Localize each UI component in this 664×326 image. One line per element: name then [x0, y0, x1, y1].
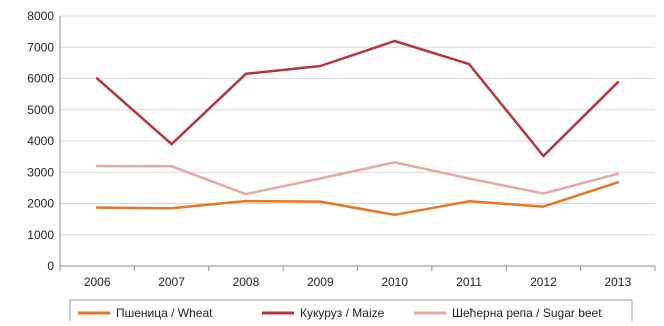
legend: Пшеница / Wheat Кукуруз / Maize Шећерна ре…	[69, 299, 633, 326]
y-tick-label: 3000	[27, 165, 54, 179]
x-tick-label: 2007	[158, 275, 185, 289]
data-point	[542, 154, 545, 158]
data-point	[616, 181, 620, 184]
gridlines	[60, 15, 655, 236]
series-line-1	[95, 39, 620, 158]
y-tick-label: 1000	[27, 228, 54, 242]
series-lines	[95, 39, 620, 217]
data-point	[542, 192, 545, 195]
data-point	[319, 177, 322, 180]
data-point	[95, 206, 99, 209]
series-line-0	[95, 181, 620, 217]
data-point	[244, 199, 248, 203]
x-tick-label: 2010	[381, 275, 408, 289]
y-tick-label: 6000	[27, 72, 54, 86]
y-tick-label: 7000	[27, 40, 54, 54]
y-tick-label: 0	[47, 259, 54, 273]
data-point	[244, 72, 248, 76]
data-point	[319, 64, 322, 68]
x-tick-label: 2013	[604, 275, 631, 289]
y-tick-label: 5000	[27, 103, 54, 117]
data-point	[170, 165, 173, 168]
x-tick-label: 2006	[84, 275, 111, 289]
x-tick-label: 2012	[530, 275, 557, 289]
data-point	[95, 164, 99, 168]
data-point	[393, 161, 396, 164]
y-tick-label: 8000	[27, 9, 54, 23]
data-point	[95, 77, 99, 80]
y-tick-label: 4000	[27, 134, 54, 148]
data-point	[616, 172, 620, 176]
x-tick-label: 2009	[307, 275, 334, 289]
x-tick-label: 2008	[233, 275, 260, 289]
x-tick-label: 2011	[456, 275, 482, 289]
legend-label: Шећерна репа / Sugar beet	[452, 306, 602, 320]
data-point	[170, 142, 173, 146]
data-point	[467, 62, 471, 66]
y-tick-labels: 0 1000 2000 3000 4000 5000 6000 7000 8000	[27, 9, 54, 273]
data-point	[616, 81, 620, 84]
x-tick-labels: 2006 2007 2008 2009 2010 2011 2012 2013	[84, 275, 632, 289]
data-point	[393, 213, 396, 216]
data-point	[467, 177, 471, 180]
y-tick-label: 2000	[27, 197, 54, 211]
data-point	[542, 205, 545, 208]
data-point	[319, 200, 322, 203]
data-point	[467, 200, 471, 203]
data-point	[244, 192, 248, 196]
axes	[59, 16, 656, 271]
series-line-2	[95, 161, 620, 196]
data-point	[393, 39, 396, 43]
legend-label: Пшеница / Wheat	[116, 306, 213, 320]
legend-label: Кукуруз / Maize	[300, 306, 385, 320]
data-point	[170, 206, 173, 210]
